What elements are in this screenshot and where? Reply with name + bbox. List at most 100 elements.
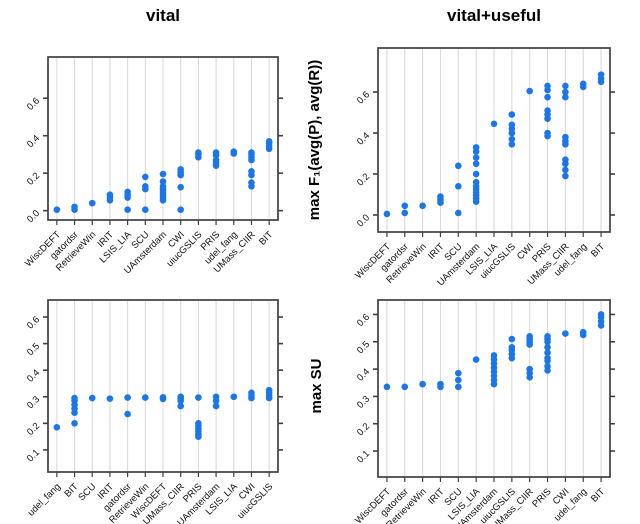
data-point xyxy=(562,93,569,101)
column-title-vital: vital xyxy=(146,6,180,25)
data-point xyxy=(124,394,131,401)
data-point xyxy=(508,343,516,351)
panel-bottom-right: 0.10.20.30.40.50.6WiscDEFTgatordsrRetrie… xyxy=(353,299,615,524)
data-point xyxy=(212,402,220,410)
panel-frame xyxy=(377,47,611,233)
y-tick-label: 0.1 xyxy=(355,448,372,465)
data-point xyxy=(508,335,516,343)
data-point xyxy=(124,410,131,418)
data-point xyxy=(490,352,498,359)
data-point xyxy=(472,144,480,151)
y-tick-label: 0.4 xyxy=(25,368,42,385)
y-tick-label: 0.1 xyxy=(25,447,42,464)
data-point xyxy=(419,380,426,388)
y-tick-label: 0.3 xyxy=(355,394,372,411)
data-point xyxy=(142,206,149,213)
y-tick-label: 0.2 xyxy=(25,171,42,188)
data-point xyxy=(544,354,551,362)
y-tick-label: 0.4 xyxy=(25,133,42,150)
y-tick-label: 0.5 xyxy=(355,339,372,356)
data-point xyxy=(53,424,61,431)
data-point xyxy=(579,80,587,88)
data-point xyxy=(248,179,255,186)
data-point xyxy=(230,393,238,401)
panel-frame xyxy=(47,299,279,473)
data-point xyxy=(597,311,605,318)
y-axis-label-max-f1: max F₁(avg(P), avg(R)) xyxy=(306,60,323,220)
data-point xyxy=(212,156,220,164)
y-tick-label: 0.0 xyxy=(355,212,372,229)
data-point xyxy=(212,149,220,156)
data-point xyxy=(579,328,587,336)
data-point xyxy=(419,202,426,210)
data-point xyxy=(526,87,533,95)
data-point xyxy=(526,365,533,373)
panel-top-right: 0.00.20.40.6WiscDEFTgatordsrRetrieveWinI… xyxy=(353,47,615,288)
data-point xyxy=(177,183,184,191)
data-point xyxy=(455,383,462,391)
data-point xyxy=(248,167,255,175)
data-point xyxy=(265,386,273,394)
data-point xyxy=(562,166,569,174)
y-tick-label: 0.3 xyxy=(25,394,42,411)
data-point xyxy=(544,107,551,114)
data-point xyxy=(106,191,114,199)
data-point xyxy=(455,183,462,190)
data-point xyxy=(88,394,96,402)
data-point xyxy=(212,393,220,401)
data-point xyxy=(71,420,78,427)
x-category-label: IRIT xyxy=(426,241,447,262)
data-point xyxy=(544,93,551,101)
data-point xyxy=(544,349,551,357)
data-point xyxy=(508,135,516,143)
data-point xyxy=(544,333,551,340)
data-point xyxy=(159,170,167,178)
panel-top-left: 0.00.20.40.6WiscDEFTgatordsrRetrieveWinI… xyxy=(23,56,283,276)
data-point xyxy=(71,203,78,211)
data-point xyxy=(142,173,149,181)
data-point xyxy=(544,363,551,370)
data-point xyxy=(455,369,462,377)
data-point xyxy=(562,156,569,163)
y-tick-label: 0.4 xyxy=(355,130,372,147)
data-point xyxy=(455,162,462,170)
x-category-label: BIT xyxy=(589,486,607,504)
data-point xyxy=(124,188,131,196)
data-point xyxy=(526,333,533,340)
data-point xyxy=(562,82,569,90)
x-category-label: BIT xyxy=(257,229,275,247)
x-category-label: BIT xyxy=(589,241,607,259)
panel-frame xyxy=(47,56,279,221)
y-tick-label: 0.0 xyxy=(25,208,42,225)
data-point xyxy=(544,343,551,351)
data-point xyxy=(472,154,480,161)
data-point xyxy=(562,133,569,141)
data-point xyxy=(562,88,569,96)
data-point xyxy=(472,356,480,363)
y-tick-label: 0.6 xyxy=(25,314,42,331)
data-point xyxy=(437,193,444,200)
data-point xyxy=(455,376,462,384)
data-point xyxy=(544,129,551,137)
data-point xyxy=(124,206,131,213)
data-point xyxy=(230,148,238,155)
data-point xyxy=(508,121,516,129)
x-category-label: udel_fang xyxy=(26,481,63,518)
data-point xyxy=(383,210,391,218)
data-point xyxy=(195,149,202,156)
data-point xyxy=(159,178,167,185)
data-point xyxy=(508,141,516,148)
y-tick-label: 0.2 xyxy=(25,421,42,438)
data-point xyxy=(159,182,167,190)
data-point xyxy=(177,402,184,410)
column-title-vital-useful: vital+useful xyxy=(447,6,541,25)
data-point xyxy=(159,393,167,401)
y-tick-label: 0.6 xyxy=(25,96,42,113)
data-point xyxy=(437,380,444,388)
data-point xyxy=(71,394,78,402)
y-tick-label: 0.6 xyxy=(355,89,372,106)
data-point xyxy=(401,209,409,217)
data-point xyxy=(265,138,273,145)
data-point xyxy=(177,166,184,173)
